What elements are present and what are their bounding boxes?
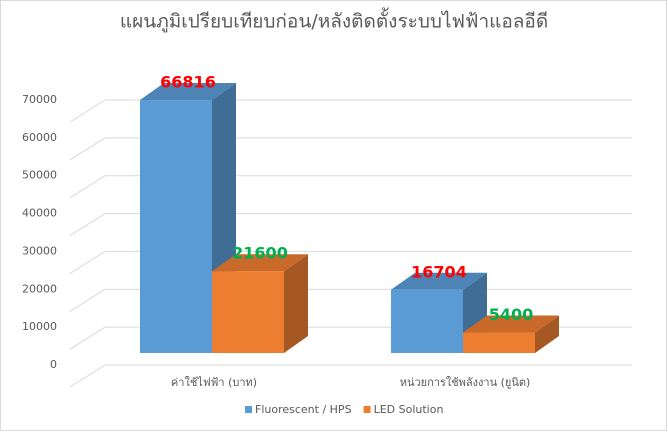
value-label: 21600 [232, 244, 288, 263]
bar-side [284, 254, 308, 353]
chart-title: แผนภูมิเปรียบเทียบก่อน/หลังติดตั้งระบบไฟ… [120, 8, 548, 33]
y-tick-label: 0 [50, 358, 57, 371]
value-label: 5400 [489, 305, 534, 324]
y-tick-label: 30000 [22, 244, 57, 257]
y-tick-label: 20000 [22, 282, 57, 295]
bar [212, 271, 284, 353]
y-tick-label: 50000 [22, 169, 57, 182]
grid-line [69, 137, 106, 161]
legend-swatch [245, 406, 252, 413]
grid-line [69, 99, 106, 123]
bar [391, 289, 463, 353]
x-tick-label: หน่วยการใช้พลังงาน (ยูนิต) [400, 376, 531, 389]
grid-line [69, 288, 106, 312]
y-tick-label: 40000 [22, 207, 57, 220]
grid-line [69, 175, 106, 199]
y-tick-label: 70000 [22, 93, 57, 106]
y-tick-label: 60000 [22, 131, 57, 144]
legend-swatch [363, 406, 371, 413]
bar-top [212, 254, 308, 272]
grid-line [69, 251, 106, 274]
legend-label: Fluorescent / HPS [255, 403, 352, 416]
x-tick-label: ค่าใช้ไฟฟ้า (บาท) [171, 376, 257, 389]
bar [140, 100, 212, 353]
value-label: 16704 [411, 262, 467, 281]
bar-side [535, 315, 559, 353]
y-tick-label: 10000 [22, 320, 57, 333]
grid-line [69, 213, 106, 236]
bar-top [140, 83, 236, 101]
grid-line [69, 364, 106, 388]
grid-line [69, 326, 106, 350]
bar-top [463, 315, 559, 333]
legend-label: LED Solution [374, 403, 444, 416]
value-label: 66816 [160, 73, 216, 92]
bar-top [391, 272, 487, 290]
bar [463, 332, 535, 353]
